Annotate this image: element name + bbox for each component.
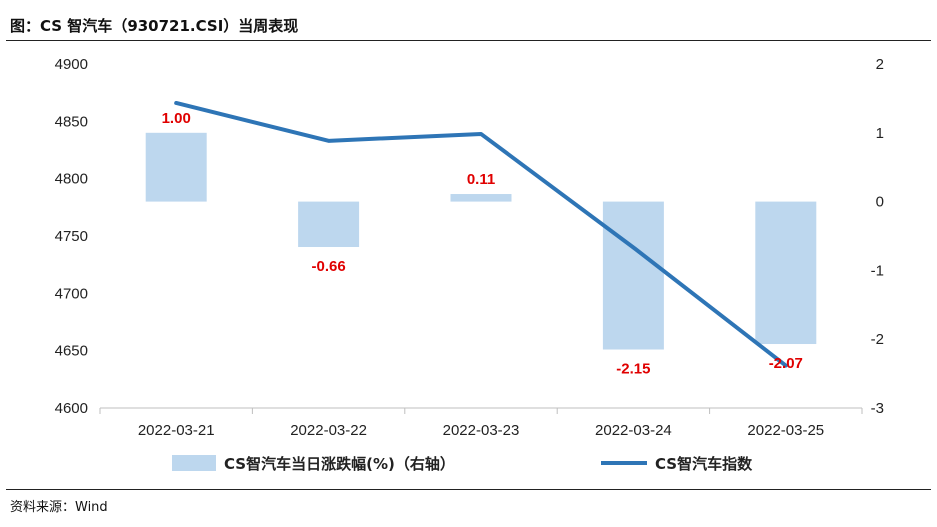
bar [298, 201, 360, 248]
legend-label-line: CS智汽车指数 [655, 455, 753, 473]
y-right-tick-label: -3 [871, 400, 884, 417]
y-left-tick-label: 4900 [55, 56, 88, 73]
bar [450, 194, 512, 202]
y-right-tick-label: 2 [876, 56, 884, 73]
legend-label-bar: CS智汽车当日涨跌幅(%)（右轴） [224, 455, 455, 473]
bar [602, 201, 664, 350]
x-tick-label: 2022-03-21 [138, 422, 215, 439]
y-left-tick-label: 4750 [55, 228, 88, 245]
legend-swatch-bar [172, 455, 216, 471]
y-right-tick-label: 1 [876, 125, 884, 142]
y-left-tick-label: 4600 [55, 400, 88, 417]
chart-title: 图：CS 智汽车（930721.CSI）当周表现 [10, 17, 299, 35]
data-label: -0.66 [311, 258, 345, 275]
bar [755, 201, 817, 345]
bar [145, 132, 207, 202]
data-label: 0.11 [467, 171, 495, 188]
chart-bars [145, 132, 817, 350]
source-note: 资料来源：Wind [10, 500, 108, 515]
index-line [174, 100, 788, 368]
y-left-tick-label: 4850 [55, 113, 88, 130]
chart-legend: CS智汽车当日涨跌幅(%)（右轴） CS智汽车指数 [172, 455, 753, 473]
chart-axes: 2022-03-21 2022-03-22 2022-03-23 2022-03-24… [55, 56, 884, 439]
x-tick-label: 2022-03-25 [747, 422, 824, 439]
data-label: -2.15 [616, 361, 650, 378]
data-label: 1.00 [162, 110, 191, 127]
y-left-tick-label: 4700 [55, 285, 88, 302]
x-tick-label: 2022-03-22 [290, 422, 367, 439]
source-bar: 资料来源：Wind [6, 489, 931, 520]
chart-line [174, 100, 788, 368]
y-right-tick-label: 0 [876, 194, 884, 211]
y-left-tick-label: 4800 [55, 171, 88, 188]
y-right-tick-label: -1 [871, 262, 884, 279]
x-tick-label: 2022-03-23 [443, 422, 520, 439]
y-right-tick-label: -2 [871, 331, 884, 348]
chart-data-labels: 1.00 -0.66 0.11 -2.15 -2.07 [162, 110, 803, 378]
data-label: -2.07 [769, 355, 803, 372]
y-left-tick-label: 4650 [55, 343, 88, 360]
x-tick-label: 2022-03-24 [595, 422, 672, 439]
title-bar: 图：CS 智汽车（930721.CSI）当周表现 [6, 6, 931, 41]
